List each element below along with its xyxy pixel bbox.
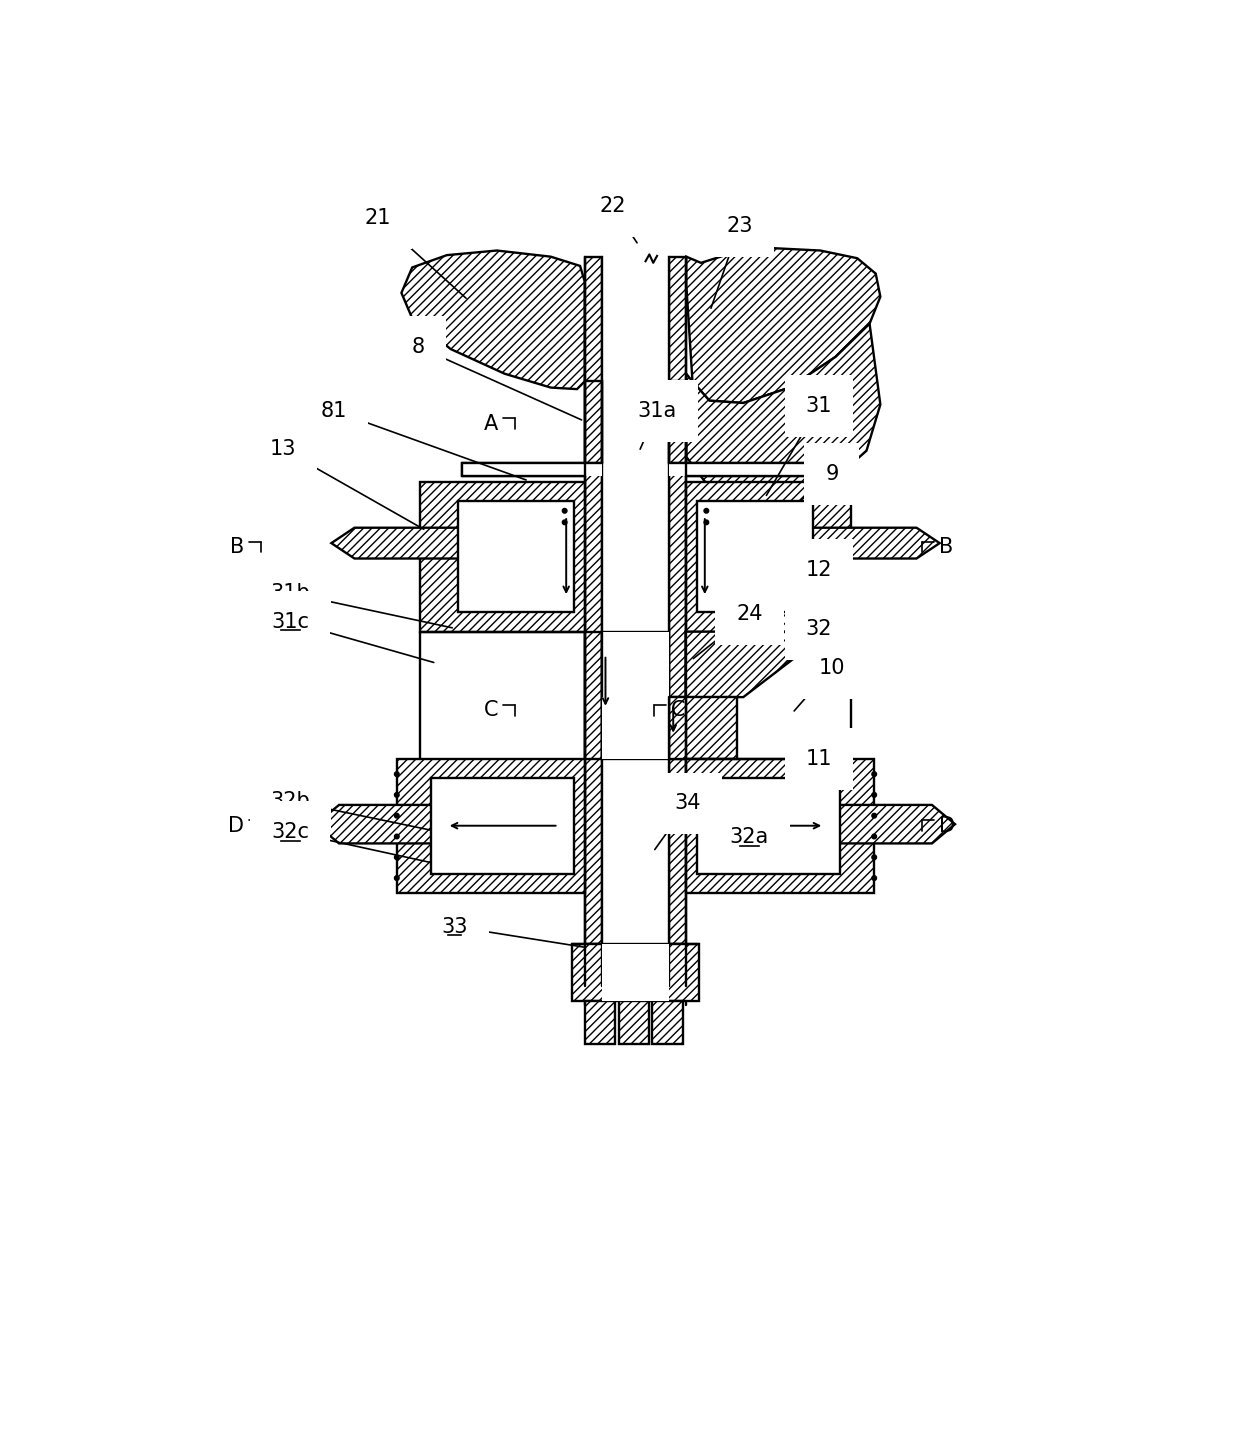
Circle shape xyxy=(872,876,877,881)
Polygon shape xyxy=(402,250,585,389)
Text: 32b: 32b xyxy=(270,791,310,811)
Bar xyxy=(686,482,851,632)
Text: 13: 13 xyxy=(269,440,296,460)
Polygon shape xyxy=(463,382,601,476)
Text: B: B xyxy=(939,536,954,557)
Circle shape xyxy=(704,509,708,513)
Bar xyxy=(686,759,874,894)
Polygon shape xyxy=(808,528,940,558)
Polygon shape xyxy=(670,382,808,476)
Bar xyxy=(573,944,698,1001)
Text: 81: 81 xyxy=(320,401,347,421)
Circle shape xyxy=(704,521,708,525)
Text: 24: 24 xyxy=(737,604,763,625)
Circle shape xyxy=(563,509,567,513)
Circle shape xyxy=(394,772,399,777)
Bar xyxy=(397,759,585,894)
Polygon shape xyxy=(686,324,880,496)
Text: 21: 21 xyxy=(365,208,391,228)
Text: 32a: 32a xyxy=(730,827,769,847)
Circle shape xyxy=(872,814,877,818)
Text: 22: 22 xyxy=(599,195,626,215)
Bar xyxy=(601,944,670,986)
Bar xyxy=(601,632,670,759)
Text: 9: 9 xyxy=(825,464,838,484)
Text: 34: 34 xyxy=(675,794,701,814)
Text: 31b: 31b xyxy=(270,583,310,603)
Text: D: D xyxy=(939,816,955,836)
Bar xyxy=(601,632,670,759)
Bar xyxy=(585,944,601,986)
Bar xyxy=(585,257,601,944)
Bar xyxy=(670,697,737,759)
Circle shape xyxy=(872,772,877,777)
Bar xyxy=(585,1001,615,1044)
Polygon shape xyxy=(686,632,808,697)
Circle shape xyxy=(394,834,399,839)
Text: 8: 8 xyxy=(412,337,425,357)
Text: 33: 33 xyxy=(441,917,467,937)
Circle shape xyxy=(394,876,399,881)
Bar xyxy=(670,944,686,986)
Polygon shape xyxy=(316,805,435,843)
Polygon shape xyxy=(836,805,955,843)
Text: 11: 11 xyxy=(806,749,832,769)
Bar xyxy=(619,1001,650,1044)
Circle shape xyxy=(872,855,877,859)
Text: C: C xyxy=(671,700,686,720)
Bar xyxy=(601,697,670,759)
Text: 10: 10 xyxy=(818,658,846,678)
Text: C: C xyxy=(484,700,498,720)
Circle shape xyxy=(872,834,877,839)
Text: 31c: 31c xyxy=(272,612,310,632)
Bar xyxy=(420,482,585,632)
Text: B: B xyxy=(231,536,244,557)
Bar xyxy=(670,697,686,759)
Circle shape xyxy=(394,814,399,818)
Text: 31: 31 xyxy=(806,396,832,416)
Bar xyxy=(697,778,839,875)
Circle shape xyxy=(394,792,399,797)
Text: 31a: 31a xyxy=(637,401,677,421)
Bar xyxy=(670,257,686,944)
Text: D: D xyxy=(228,816,244,836)
Text: A: A xyxy=(484,414,498,434)
Circle shape xyxy=(394,855,399,859)
Bar xyxy=(459,500,574,613)
Bar xyxy=(463,463,601,476)
Text: A: A xyxy=(635,414,650,434)
Bar xyxy=(697,500,812,613)
Circle shape xyxy=(563,521,567,525)
Polygon shape xyxy=(686,249,880,403)
Polygon shape xyxy=(331,528,463,558)
Text: 32c: 32c xyxy=(272,821,310,842)
Bar xyxy=(670,463,808,476)
Circle shape xyxy=(872,792,877,797)
Text: 32: 32 xyxy=(806,619,832,639)
Bar xyxy=(585,632,601,759)
Bar xyxy=(652,1001,683,1044)
Bar xyxy=(432,778,574,875)
Text: 12: 12 xyxy=(806,560,832,580)
Bar xyxy=(601,944,670,1001)
Text: 23: 23 xyxy=(727,215,753,236)
Bar xyxy=(601,257,670,944)
